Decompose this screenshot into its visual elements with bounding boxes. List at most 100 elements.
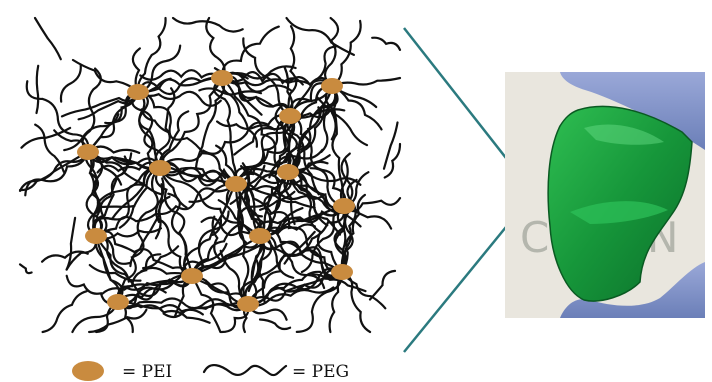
peg-strand	[63, 113, 120, 152]
peg-strand	[18, 150, 90, 192]
peg-strand	[220, 25, 280, 80]
pei-node	[225, 176, 247, 192]
peg-strand	[286, 170, 362, 186]
peg-strand	[268, 145, 304, 179]
peg-strand	[383, 142, 402, 179]
peg-strand	[274, 148, 324, 166]
peg-strand	[259, 190, 296, 211]
peg-strand	[94, 182, 238, 238]
peg-strand	[20, 126, 72, 149]
peg-strand	[154, 183, 164, 240]
peg-strand	[116, 260, 205, 304]
peg-strand	[84, 144, 100, 238]
peg-strand	[382, 121, 399, 170]
peg-strand	[342, 197, 402, 213]
peg-legend-marker	[202, 364, 288, 377]
pei-node	[331, 264, 353, 280]
peg-strand	[216, 120, 276, 131]
peg-strand	[136, 76, 224, 95]
peg-strand	[171, 16, 244, 33]
peg-strand	[116, 253, 162, 304]
peg-strand	[241, 162, 263, 238]
peg-strand	[93, 166, 162, 238]
peg-strand	[217, 199, 253, 237]
peg-strand	[254, 204, 346, 230]
peg-strand	[219, 249, 250, 306]
peg-strand	[311, 273, 367, 293]
peg-strand	[368, 269, 397, 301]
peg-strand	[213, 76, 238, 186]
pei-node	[211, 70, 233, 86]
peg-strand	[94, 155, 129, 238]
pei-node	[127, 84, 149, 100]
peg-strand	[286, 170, 344, 274]
peg-strand	[229, 164, 266, 205]
peg-strand	[94, 230, 194, 278]
peg-strand	[190, 243, 263, 278]
peg-strand	[340, 193, 366, 274]
peg-strand	[71, 300, 120, 334]
peg-strand	[118, 166, 162, 229]
peg-strand	[158, 110, 190, 170]
peg-strand	[258, 234, 326, 290]
peg-strand	[59, 63, 82, 103]
peg-strand	[116, 300, 211, 324]
peg-strand	[258, 318, 292, 331]
peg-strand	[140, 108, 169, 133]
peg-strand	[194, 76, 225, 171]
peg-strand	[94, 234, 130, 283]
peg-strand	[41, 250, 89, 263]
peg-strand	[340, 270, 372, 334]
peg-strand	[242, 37, 292, 118]
peg-strand	[330, 19, 362, 88]
peg-strand	[158, 76, 224, 170]
peg-strand	[323, 16, 340, 88]
peg-strand	[18, 263, 33, 275]
peg-strand	[258, 234, 344, 279]
peg-strand	[190, 170, 290, 278]
peg-strand	[220, 76, 259, 148]
peg-strand	[324, 84, 346, 208]
pei-node	[277, 164, 299, 180]
peg-strand	[142, 245, 180, 270]
peg-strand	[182, 210, 230, 267]
peg-strand	[123, 274, 194, 291]
peg-strand	[190, 274, 222, 334]
gel-fold	[570, 201, 668, 224]
pei-legend-marker	[72, 361, 104, 381]
peg-strand	[288, 45, 339, 118]
peg-strand	[286, 170, 342, 236]
peg-strand	[268, 267, 344, 294]
peg-strand	[41, 290, 88, 334]
peg-strand	[234, 182, 250, 306]
peg-strand	[136, 90, 238, 186]
peg-strand	[287, 25, 298, 118]
peg-strand	[246, 270, 322, 306]
peg-strand	[97, 204, 136, 209]
pei-node	[237, 296, 259, 312]
peg-strand	[211, 215, 222, 261]
pei-node	[321, 78, 343, 94]
peg-strand	[86, 150, 164, 196]
peg-strand	[65, 216, 77, 271]
peg-strand	[328, 270, 344, 334]
peg-strand	[198, 87, 263, 96]
gel-highlight	[584, 124, 664, 145]
polymer-network	[18, 16, 402, 334]
peg-strand	[158, 166, 227, 180]
peg-strand	[286, 170, 362, 228]
pei-node	[149, 160, 171, 176]
peg-legend-label: = PEG	[292, 362, 349, 382]
peg-strand	[86, 150, 101, 238]
pei-node	[249, 228, 271, 244]
peg-strand	[239, 234, 263, 306]
peg-strand	[234, 182, 247, 244]
peg-strand	[96, 166, 162, 204]
peg-strand	[154, 87, 176, 170]
peg-strand	[88, 264, 142, 282]
glove-bottom	[560, 262, 705, 318]
peg-strand	[316, 96, 369, 147]
peg-strand	[60, 90, 140, 118]
peg-strand	[190, 274, 250, 309]
